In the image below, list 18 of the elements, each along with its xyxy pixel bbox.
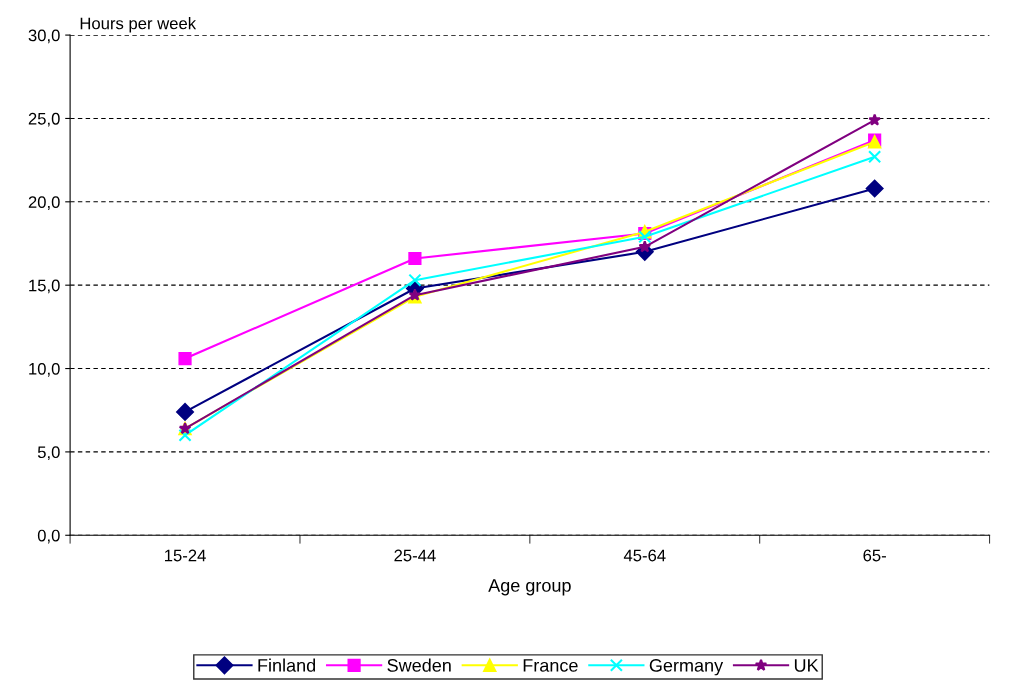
- y-axis-title: Hours per week: [80, 17, 197, 33]
- legend-label: Germany: [649, 659, 724, 676]
- x-tick-label: 45-64: [623, 549, 666, 562]
- legend-label: Finland: [258, 658, 316, 672]
- x-tick-label: 25-44: [394, 549, 436, 562]
- y-tick-label: 30,0: [28, 29, 60, 44]
- legend-label: Sweden: [387, 658, 451, 672]
- y-tick-label: 15,0: [29, 279, 60, 294]
- x-axis-title: Age group: [488, 579, 571, 596]
- legend-label: France: [523, 659, 578, 672]
- y-tick-label: 10,0: [29, 362, 60, 377]
- y-tick-label: 20,0: [28, 196, 60, 210]
- x-tick-label: 65-: [863, 549, 886, 562]
- y-tick-label: 0,0: [37, 529, 60, 544]
- legend-label: UK: [794, 659, 819, 672]
- y-tick-label: 5,0: [37, 446, 60, 461]
- x-tick-label: 15-24: [165, 549, 206, 562]
- y-tick-label: 25,0: [28, 112, 60, 127]
